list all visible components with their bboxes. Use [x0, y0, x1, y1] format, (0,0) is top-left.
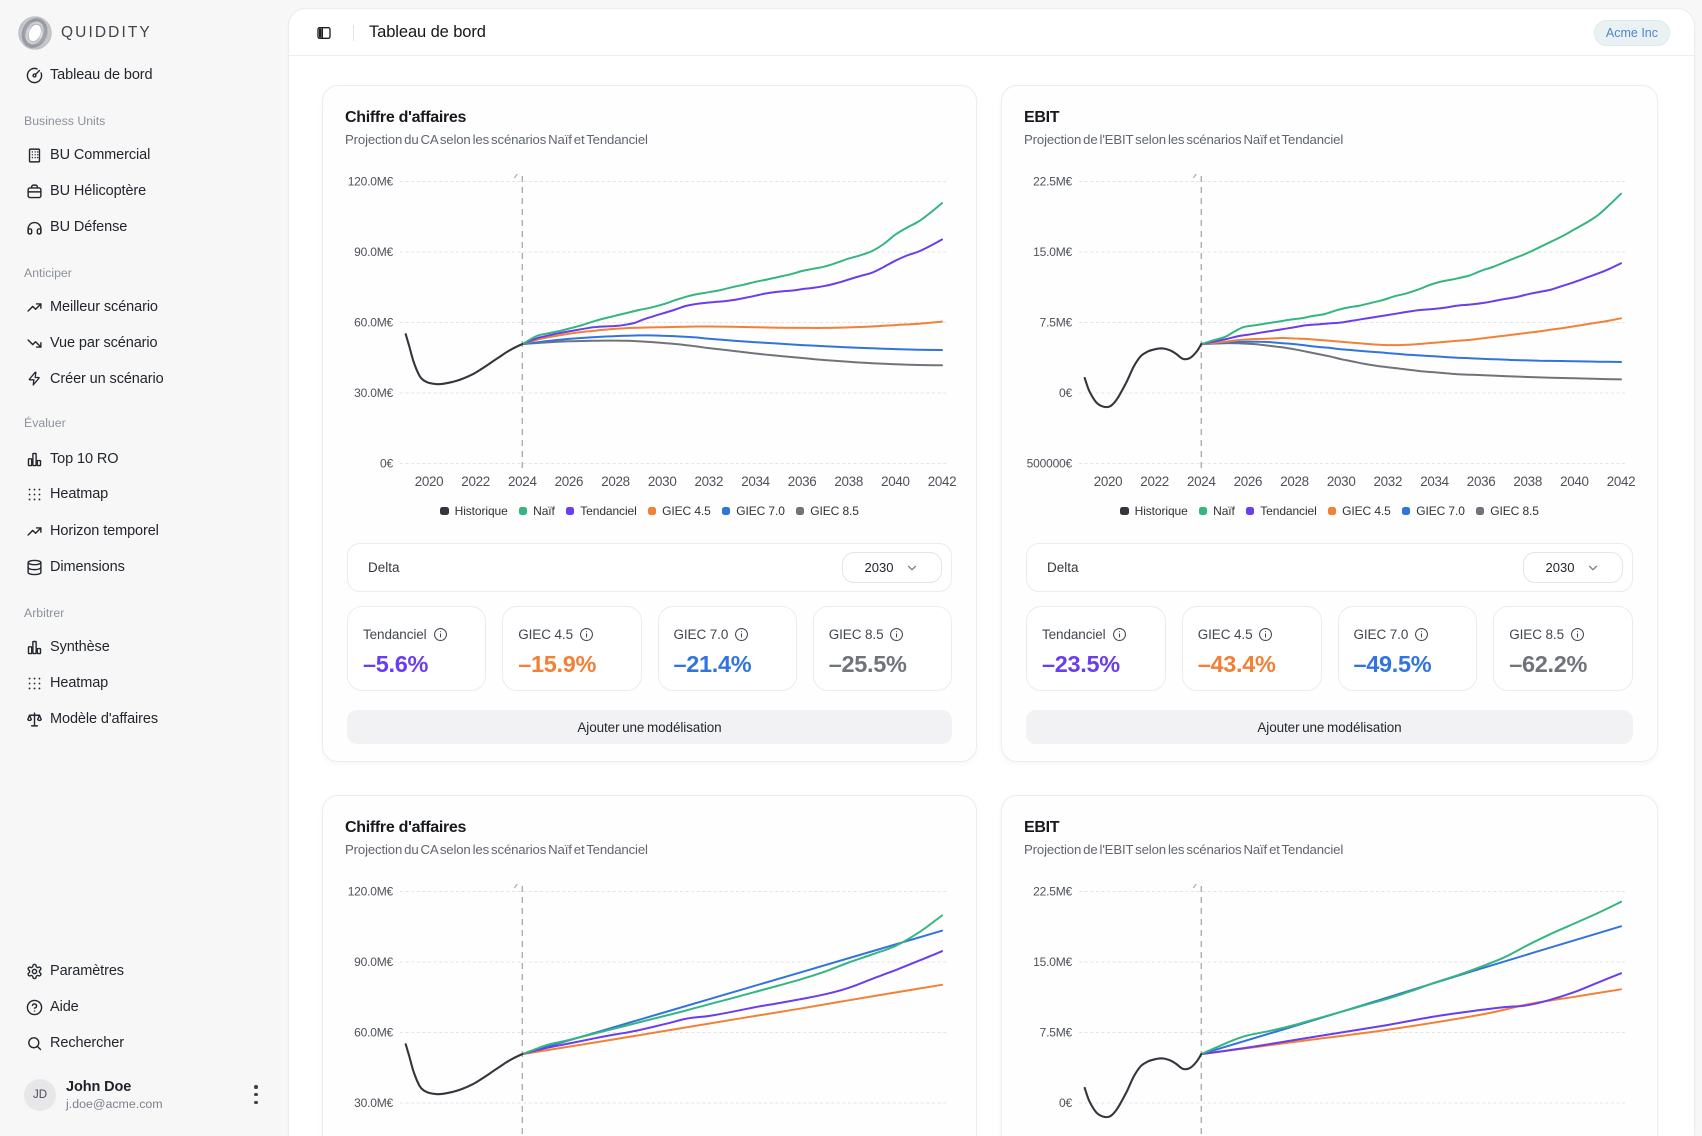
svg-text:2032: 2032	[695, 474, 724, 489]
svg-text:2020: 2020	[1094, 474, 1123, 489]
svg-text:2040: 2040	[1560, 474, 1589, 489]
svg-text:2024: 2024	[508, 474, 537, 489]
svg-text:15.0M€: 15.0M€	[1033, 955, 1072, 969]
svg-text:2034: 2034	[741, 474, 770, 489]
svg-text:0€: 0€	[1059, 386, 1072, 400]
svg-text:2036: 2036	[1467, 474, 1496, 489]
svg-text:120.0M€: 120.0M€	[348, 885, 394, 899]
svg-text:90.0M€: 90.0M€	[354, 955, 393, 969]
svg-text:500000€: 500000€	[1027, 457, 1073, 471]
svg-text:2040: 2040	[881, 474, 910, 489]
svg-text:120.0M€: 120.0M€	[348, 175, 394, 189]
svg-text:2038: 2038	[1513, 474, 1542, 489]
svg-text:0€: 0€	[1059, 1096, 1072, 1110]
svg-text:7.5M€: 7.5M€	[1040, 316, 1073, 330]
svg-text:90.0M€: 90.0M€	[354, 245, 393, 259]
svg-text:60.0M€: 60.0M€	[354, 1026, 393, 1040]
svg-text:15.0M€: 15.0M€	[1033, 245, 1072, 259]
svg-text:2042: 2042	[928, 474, 957, 489]
svg-text:2042: 2042	[1607, 474, 1636, 489]
svg-text:2030: 2030	[648, 474, 677, 489]
svg-text:30.0M€: 30.0M€	[354, 1096, 393, 1110]
svg-text:60.0M€: 60.0M€	[354, 316, 393, 330]
svg-text:2026: 2026	[1234, 474, 1263, 489]
svg-text:22.5M€: 22.5M€	[1033, 885, 1072, 899]
svg-text:2022: 2022	[1140, 474, 1169, 489]
svg-text:7.5M€: 7.5M€	[1040, 1026, 1073, 1040]
svg-text:2034: 2034	[1420, 474, 1449, 489]
svg-text:2028: 2028	[1280, 474, 1309, 489]
svg-text:2038: 2038	[834, 474, 863, 489]
svg-text:22.5M€: 22.5M€	[1033, 175, 1072, 189]
svg-text:2024: 2024	[1187, 474, 1216, 489]
svg-text:2028: 2028	[601, 474, 630, 489]
svg-text:2032: 2032	[1374, 474, 1403, 489]
svg-text:2020: 2020	[415, 474, 444, 489]
svg-text:2036: 2036	[788, 474, 817, 489]
svg-text:2030: 2030	[1327, 474, 1356, 489]
svg-text:0€: 0€	[380, 457, 393, 471]
svg-text:30.0M€: 30.0M€	[354, 386, 393, 400]
svg-text:2022: 2022	[461, 474, 490, 489]
svg-text:2026: 2026	[555, 474, 584, 489]
